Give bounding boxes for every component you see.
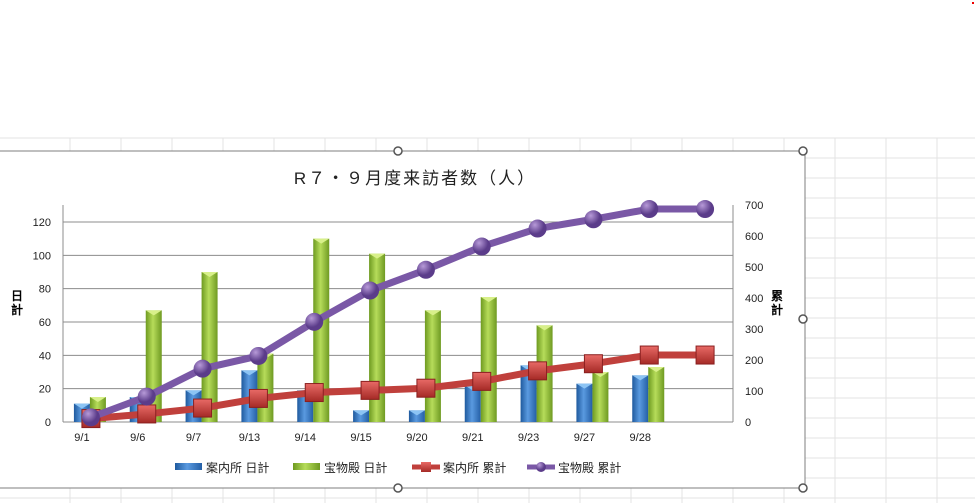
bar-info-daily bbox=[464, 385, 481, 422]
resize-handle[interactable] bbox=[798, 314, 808, 324]
legend-marker bbox=[421, 462, 431, 472]
marker-info-cumulative bbox=[583, 354, 603, 374]
x-tick-label: 9/21 bbox=[462, 432, 483, 444]
legend-label: 宝物殿 累計 bbox=[558, 460, 621, 475]
legend-swatch bbox=[293, 463, 320, 470]
bar-top-bevel bbox=[145, 310, 162, 316]
right-tick-label: 700 bbox=[745, 200, 763, 212]
legend-marker bbox=[536, 462, 546, 472]
bar-top-bevel bbox=[536, 325, 553, 331]
marker-info-cumulative bbox=[695, 345, 715, 365]
bar-info-daily bbox=[576, 383, 593, 422]
legend: 案内所 日計 宝物殿 日計 案内所 累計 宝物殿 累計 bbox=[175, 460, 621, 475]
bar-top-bevel bbox=[313, 238, 330, 244]
right-tick-label: 100 bbox=[745, 386, 763, 398]
x-tick-label: 9/23 bbox=[518, 432, 539, 444]
marker-treasury-cumulative bbox=[193, 359, 212, 378]
right-tick-label: 500 bbox=[745, 262, 763, 274]
right-tick-label: 400 bbox=[745, 293, 763, 305]
marker-info-cumulative bbox=[137, 404, 157, 424]
bar-treasury-daily bbox=[592, 372, 609, 422]
x-tick-label: 9/15 bbox=[350, 432, 371, 444]
left-tick-label: 80 bbox=[39, 284, 51, 296]
marker-info-cumulative bbox=[528, 361, 548, 381]
marker-treasury-cumulative bbox=[584, 210, 603, 229]
bar-top-bevel bbox=[632, 375, 649, 381]
right-tick-label: 200 bbox=[745, 355, 763, 367]
bar-top-bevel bbox=[201, 272, 218, 277]
marker-info-cumulative bbox=[304, 383, 324, 403]
line-treasury-cumulative bbox=[89, 205, 706, 421]
bar-treasury-daily bbox=[424, 310, 441, 422]
bar-top-bevel bbox=[424, 310, 441, 316]
bar-top-bevel bbox=[241, 370, 258, 376]
marker-info-cumulative bbox=[639, 345, 659, 365]
marker-treasury-cumulative bbox=[696, 200, 715, 219]
left-tick-label: 20 bbox=[39, 384, 51, 396]
right-tick-label: 0 bbox=[745, 417, 751, 429]
bar-info-daily bbox=[408, 410, 425, 422]
right-tick-label: 600 bbox=[745, 231, 763, 243]
x-tick-label: 9/27 bbox=[574, 432, 595, 444]
marker-treasury-cumulative bbox=[640, 200, 659, 219]
bar-top-bevel bbox=[89, 397, 106, 402]
bar-top-bevel bbox=[369, 253, 386, 259]
chart-title: R７・９月度来訪者数（人） bbox=[294, 169, 536, 188]
chart-frame[interactable] bbox=[0, 150, 806, 489]
resize-handle[interactable] bbox=[393, 483, 403, 493]
bar-top-bevel bbox=[408, 410, 425, 416]
resize-handle[interactable] bbox=[393, 146, 403, 156]
bar-treasury-daily bbox=[201, 272, 218, 422]
bar-top-bevel bbox=[185, 390, 202, 396]
legend-label: 案内所 累計 bbox=[443, 460, 506, 475]
marker-treasury-cumulative bbox=[361, 281, 380, 300]
bar-top-bevel bbox=[648, 367, 665, 372]
legend-label: 宝物殿 日計 bbox=[324, 460, 387, 475]
marker-info-cumulative bbox=[248, 388, 268, 408]
bar-info-daily bbox=[353, 410, 370, 422]
bar-top-bevel bbox=[592, 372, 609, 377]
marker-info-cumulative bbox=[193, 398, 213, 418]
bar-top-bevel bbox=[73, 403, 90, 409]
bar-treasury-daily bbox=[313, 238, 330, 422]
bar-treasury-daily bbox=[648, 367, 665, 422]
x-tick-label: 9/28 bbox=[630, 432, 651, 444]
marker-treasury-cumulative bbox=[416, 260, 435, 279]
bar-top-bevel bbox=[353, 410, 370, 416]
bar-treasury-daily bbox=[480, 297, 497, 422]
marker-treasury-cumulative bbox=[472, 237, 491, 256]
left-tick-label: 0 bbox=[45, 417, 51, 429]
left-tick-label: 100 bbox=[33, 250, 51, 262]
marker-treasury-cumulative bbox=[305, 312, 324, 331]
marker-treasury-cumulative bbox=[249, 346, 268, 365]
resize-handle[interactable] bbox=[798, 146, 808, 156]
marker-treasury-cumulative bbox=[528, 219, 547, 238]
marker-info-cumulative bbox=[360, 380, 380, 400]
x-tick-label: 9/7 bbox=[186, 432, 201, 444]
bar-top-bevel bbox=[576, 383, 593, 389]
cell-marker bbox=[972, 2, 974, 4]
bar-info-daily bbox=[632, 375, 649, 422]
left-tick-label: 120 bbox=[33, 217, 51, 229]
x-tick-label: 9/6 bbox=[130, 432, 145, 444]
x-tick-label: 9/13 bbox=[239, 432, 260, 444]
left-axis-label: 日計 bbox=[11, 289, 23, 317]
legend-label: 案内所 日計 bbox=[206, 460, 269, 475]
x-tick-label: 9/20 bbox=[406, 432, 427, 444]
bar-top-bevel bbox=[480, 297, 497, 302]
resize-handle[interactable] bbox=[798, 483, 808, 493]
legend-swatch bbox=[175, 463, 202, 470]
right-axis-label: 累計 bbox=[771, 289, 783, 317]
marker-info-cumulative bbox=[472, 371, 492, 391]
left-tick-label: 40 bbox=[39, 350, 51, 362]
marker-info-cumulative bbox=[416, 378, 436, 398]
marker-treasury-cumulative bbox=[81, 408, 100, 427]
right-tick-label: 300 bbox=[745, 324, 763, 336]
marker-treasury-cumulative bbox=[137, 387, 156, 406]
x-tick-label: 9/14 bbox=[295, 432, 316, 444]
left-tick-label: 60 bbox=[39, 317, 51, 329]
x-tick-label: 9/1 bbox=[74, 432, 89, 444]
